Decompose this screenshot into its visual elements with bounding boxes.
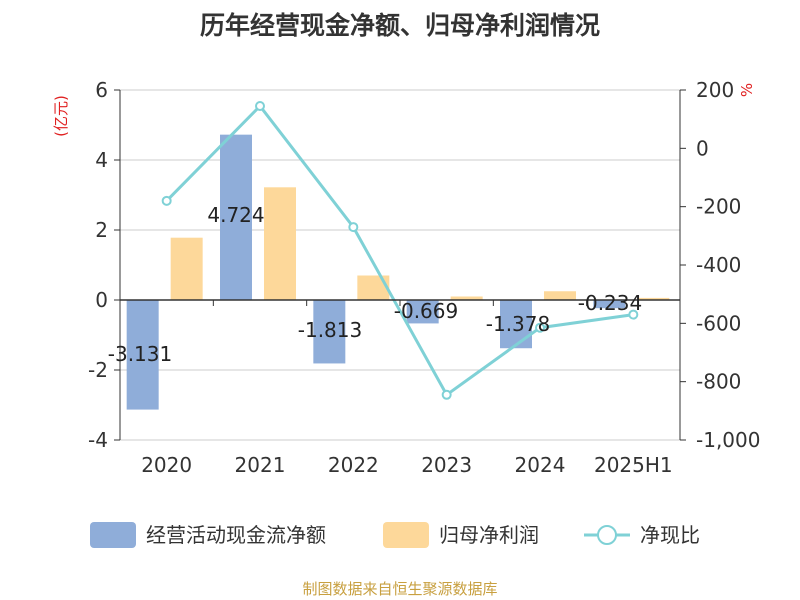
legend-label: 经营活动现金流净额 <box>146 523 326 547</box>
line-point <box>628 309 639 320</box>
bar-operating-cashflow <box>126 300 159 410</box>
data-label: -3.131 <box>108 342 172 366</box>
right-tick-label: -200 <box>696 195 741 219</box>
category-label: 2022 <box>328 453 379 477</box>
line-point <box>348 222 359 233</box>
right-tick-label: -600 <box>696 311 741 335</box>
category-label: 2024 <box>515 453 566 477</box>
bars <box>126 134 670 410</box>
data-label: -1.813 <box>298 318 362 342</box>
right-tick-label: 0 <box>696 136 709 160</box>
left-tick-label: -4 <box>88 428 108 452</box>
bar-net-profit <box>544 291 576 300</box>
right-tick-label: -800 <box>696 370 741 394</box>
line-point <box>441 389 452 400</box>
data-label: -0.234 <box>578 291 642 315</box>
legend-swatch <box>90 522 136 548</box>
legend-label: 净现比 <box>640 523 700 547</box>
right-tick-label: 200 <box>696 78 734 102</box>
bar-net-profit <box>357 275 390 300</box>
right-tick-label: -400 <box>696 253 741 277</box>
data-label: 4.724 <box>207 203 264 227</box>
category-label: 2023 <box>421 453 472 477</box>
bar-operating-cashflow <box>593 300 626 309</box>
right-axis-unit: % <box>738 83 756 97</box>
bar-net-profit <box>170 237 203 300</box>
line-net-cash-ratio <box>165 103 634 397</box>
category-label: 2025H1 <box>594 453 673 477</box>
data-labels: -3.131 4.724 -1.813 -0.669 -1.378 -0.234 <box>108 203 642 366</box>
legend-marker <box>597 525 617 545</box>
legend-swatch <box>383 522 429 548</box>
legend-label: 归母净利润 <box>439 523 539 547</box>
chart-title: 历年经营现金净额、归母净利润情况 <box>199 11 600 40</box>
left-axis-unit: (亿元) <box>52 95 70 137</box>
bar-operating-cashflow <box>313 300 346 364</box>
line-point <box>255 101 265 112</box>
category-label: 2021 <box>235 453 286 477</box>
line-point <box>535 322 545 333</box>
left-tick-label: 2 <box>95 218 108 242</box>
bar-net-profit <box>450 296 483 300</box>
category-label: 2020 <box>141 453 192 477</box>
data-label: -1.378 <box>486 312 550 336</box>
left-tick-label: -2 <box>88 358 108 382</box>
left-tick-label: 4 <box>95 148 108 172</box>
right-tick-label: -1,000 <box>696 428 760 452</box>
line-series <box>161 101 639 400</box>
left-tick-label: 6 <box>95 78 108 102</box>
source-note: 制图数据来自恒生聚源数据库 <box>302 580 498 598</box>
data-label: -0.669 <box>394 299 458 323</box>
axes: 6 4 2 0 -2 -4 200 0 -200 -400 -600 -800 -1,000 (亿元)% 2… <box>52 78 760 477</box>
legend: 经营活动现金流净额 归母净利润 净现比 <box>90 522 700 548</box>
bar-operating-cashflow <box>406 300 439 324</box>
bar-net-profit <box>637 297 670 300</box>
bar-net-profit <box>264 187 296 300</box>
bar-operating-cashflow <box>500 300 532 349</box>
grid <box>120 89 680 441</box>
bar-operating-cashflow <box>220 134 252 300</box>
left-tick-label: 0 <box>95 288 108 312</box>
line-point <box>161 195 172 206</box>
